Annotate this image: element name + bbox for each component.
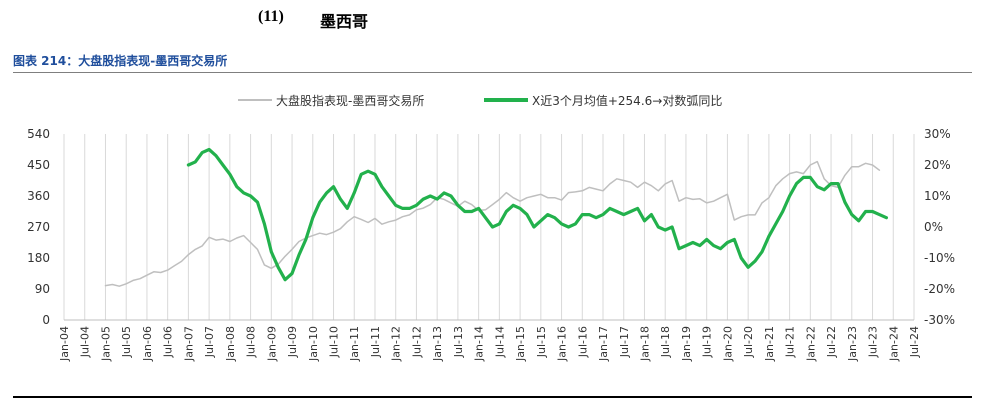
vertical-gridlines: [63, 134, 915, 320]
chart-legend: 大盘股指表现-墨西哥交易所 X近3个月均值+254.6→对数弧同比: [238, 93, 722, 108]
y-left-tick-label: 540: [27, 127, 50, 141]
x-tick-label: Jul-07: [203, 326, 216, 358]
y-left-tick-label: 0: [42, 313, 50, 327]
x-tick-label: Jul-12: [410, 326, 423, 358]
x-tick-label: Jan-11: [348, 326, 361, 362]
chart-axes: Jan-04 Jul-04 Jan-05 Jul-05 Jan-06 Jul-06 Jan-…: [27, 127, 955, 362]
x-tick-label: Jul-18: [659, 326, 672, 358]
x-tick-label: Jul-13: [452, 326, 465, 358]
x-tick-label: Jul-19: [701, 326, 714, 358]
x-tick-label: Jul-08: [245, 326, 258, 358]
y-left-tick-label: 360: [27, 189, 50, 203]
y-left-tick-label: 180: [27, 251, 50, 265]
y-left-tick-label: 270: [27, 220, 50, 234]
yoy-series-line: [186, 147, 888, 282]
x-tick-label: Jan-06: [141, 326, 154, 362]
x-tick-label: Jan-16: [556, 326, 569, 362]
section-title: 墨西哥: [320, 12, 369, 31]
x-tick-label: Jul-06: [162, 326, 175, 358]
y-right-tick-label: 30%: [924, 127, 951, 141]
x-tick-label: Jan-21: [763, 326, 776, 362]
x-tick-label: Jan-15: [514, 326, 527, 362]
y-right-tick-label: -20%: [924, 282, 955, 296]
x-tick-label: Jan-19: [680, 326, 693, 362]
legend-label: 大盘股指表现-墨西哥交易所: [276, 93, 424, 108]
x-tick-label: Jul-14: [493, 326, 506, 358]
x-tick-label: Jul-24: [908, 326, 921, 358]
x-tick-label: Jan-08: [224, 326, 237, 362]
legend-label: X近3个月均值+254.6→对数弧同比: [532, 93, 722, 108]
y-right-tick-label: 10%: [924, 189, 951, 203]
x-tick-label: Jan-05: [99, 326, 112, 362]
bottom-divider: [13, 396, 972, 398]
index-series-line: [104, 160, 881, 287]
x-tick-label: Jul-21: [784, 326, 797, 358]
series-layer: [104, 147, 888, 287]
x-tick-label: Jan-17: [597, 326, 610, 362]
x-tick-label: Jul-09: [286, 326, 299, 358]
x-tick-label: Jan-13: [431, 326, 444, 362]
x-tick-label: Jan-22: [804, 326, 817, 362]
y-right-tick-label: -10%: [924, 251, 955, 265]
x-tick-label: Jul-22: [825, 326, 838, 358]
x-tick-label: Jan-04: [58, 326, 71, 362]
y-left-tick-label: 90: [35, 282, 50, 296]
section-heading: (11) 墨西哥: [0, 8, 983, 31]
x-tick-label: Jan-07: [182, 326, 195, 362]
x-tick-label: Jul-20: [742, 326, 755, 358]
x-tick-label: Jul-05: [120, 326, 133, 358]
x-tick-label: Jul-11: [369, 326, 382, 358]
x-tick-label: Jan-23: [846, 326, 859, 362]
y-right-tick-label: 0%: [924, 220, 943, 234]
x-tick-label: Jan-20: [721, 326, 734, 362]
x-tick-label: Jul-23: [867, 326, 880, 358]
x-tick-label: Jan-09: [265, 326, 278, 362]
x-tick-label: Jul-17: [618, 326, 631, 358]
y-left-tick-label: 450: [27, 158, 50, 172]
x-tick-label: Jan-18: [638, 326, 651, 362]
y-right-tick-label: -30%: [924, 313, 955, 327]
caption-divider: [13, 72, 972, 73]
x-tick-label: Jul-16: [576, 326, 589, 358]
x-tick-label: Jul-04: [79, 326, 92, 358]
x-tick-label: Jan-12: [390, 326, 403, 362]
figure-caption: 图表 214：大盘股指表现-墨西哥交易所: [13, 54, 228, 68]
y-right-tick-label: 20%: [924, 158, 951, 172]
x-tick-label: Jan-10: [307, 326, 320, 362]
x-tick-label: Jul-15: [535, 326, 548, 358]
chart: Jan-04 Jul-04 Jan-05 Jul-05 Jan-06 Jul-06 Jan-…: [27, 93, 955, 362]
x-tick-label: Jan-14: [473, 326, 486, 362]
x-tick-label: Jan-24: [887, 326, 900, 362]
x-tick-label: Jul-10: [328, 326, 341, 358]
section-number: (11): [258, 8, 284, 25]
